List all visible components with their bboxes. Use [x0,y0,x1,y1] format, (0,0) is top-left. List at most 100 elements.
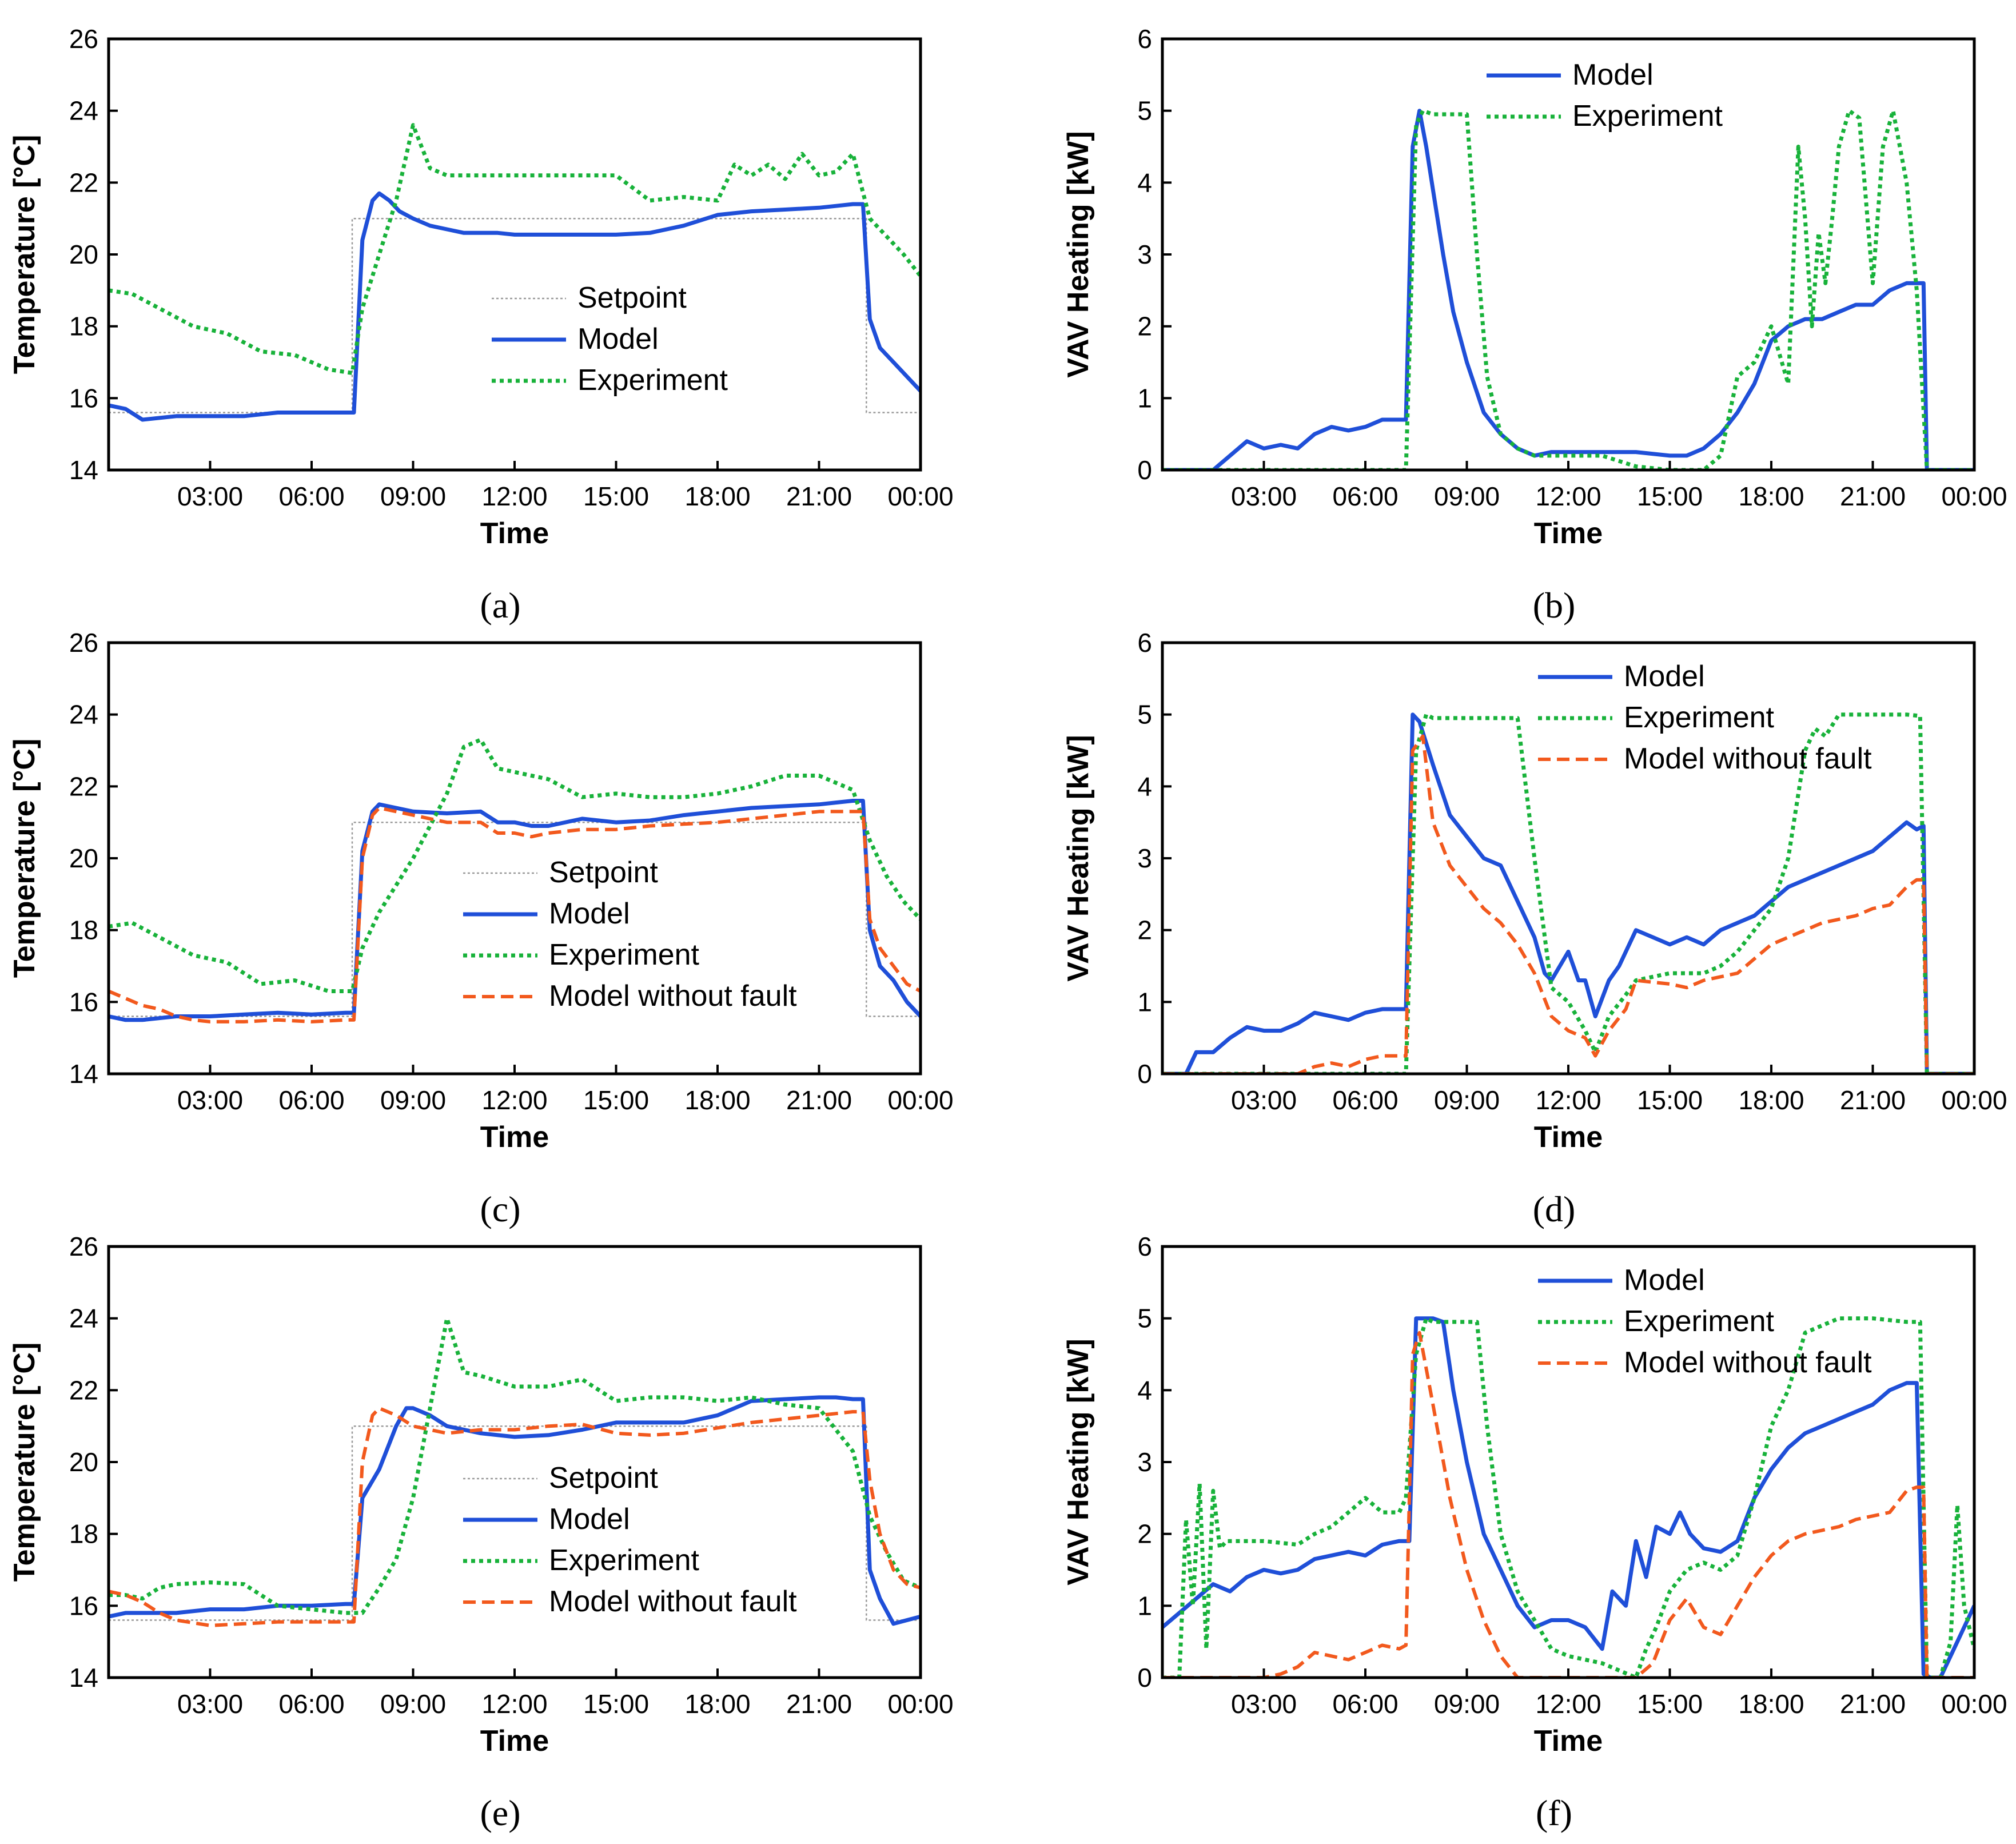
x-tick-label: 06:00 [278,1689,344,1719]
x-tick-label: 00:00 [1941,1085,2007,1115]
series-group [1162,1316,1974,1678]
y-tick-label: 2 [1137,915,1152,945]
series-line-experiment [1162,1316,1974,1678]
y-tick-label: 20 [69,1447,98,1477]
chart-panel-1: 14 16 18 20 22 24 26 03:00 06:00 09:00 12:00 15:00 1… [8,24,954,626]
y-tick-label: 22 [69,168,98,197]
series-line-model [109,191,921,422]
plot-frame [107,641,922,1076]
legend-label-setpoint: Setpoint [577,281,687,314]
y-tick-label: 1 [1137,1591,1152,1620]
x-tick-label: 12:00 [1535,1689,1601,1719]
y-tick-label: 1 [1137,383,1152,413]
legend: Model Experiment [1487,58,1723,133]
y-tick-label: 5 [1137,96,1152,126]
x-tick-label: 00:00 [1941,481,2007,511]
y-tick-label: 0 [1137,455,1152,485]
y-tick-label: 18 [69,915,98,945]
y-tick-label: 14 [69,455,98,485]
y-tick-label: 14 [69,1663,98,1692]
x-tick-label: 18:00 [684,1689,750,1719]
legend-label-experiment: Experiment [549,1544,700,1577]
legend-label-experiment: Experiment [1572,99,1723,133]
x-tick-label: 09:00 [1434,481,1500,511]
legend-label-model-without-fault: Model without fault [549,1585,797,1618]
x-tick-label: 21:00 [1840,1689,1906,1719]
series-group [109,738,921,1023]
y-axis-label: VAV Heating [kW] [1062,131,1095,377]
y-tick-label: 24 [69,700,98,730]
chart-panel-6: 0 1 2 3 4 5 6 03:00 06:00 09:00 12:00 15:00 18:00 21:… [1062,1232,2007,1833]
y-tick-label: 3 [1137,843,1152,873]
chart-panel-5: 14 16 18 20 22 24 26 03:00 06:00 09:00 12:00 15:00 1… [8,1232,954,1833]
x-tick-label: 21:00 [786,481,852,511]
x-tick-label: 18:00 [1738,1085,1804,1115]
series-line-model-without-fault [1162,1331,1974,1678]
x-tick-label: 06:00 [278,481,344,511]
series-line-experiment [109,738,921,993]
series-group [1162,109,1974,470]
x-tick-label: 00:00 [887,1085,953,1115]
x-tick-label: 03:00 [1231,481,1297,511]
y-tick-label: 1 [1137,987,1152,1017]
series-line-model [1162,1316,1974,1678]
x-axis-label: Time [480,1724,549,1758]
x-tick-label: 09:00 [380,481,446,511]
series-line-experiment [1162,109,1974,470]
y-tick-label: 18 [69,312,98,341]
series-line-setpoint [109,1425,921,1621]
y-tick-label: 3 [1137,240,1152,269]
series-group [109,1316,921,1627]
x-tick-label: 06:00 [1332,1689,1398,1719]
plot-frame [107,1245,922,1679]
legend-label-setpoint: Setpoint [549,856,658,889]
x-tick-label: 15:00 [583,481,649,511]
x-tick-label: 03:00 [1231,1689,1297,1719]
panel-caption: (a) [480,585,520,626]
panel-caption: (b) [1533,585,1576,626]
legend-label-model: Model [549,1503,630,1536]
legend-label-experiment: Experiment [1624,1305,1775,1338]
y-axis-label: Temperature [°C] [8,135,41,375]
y-tick-label: 2 [1137,1519,1152,1549]
x-axis-label: Time [1534,1121,1603,1154]
y-tick-label: 3 [1137,1447,1152,1477]
legend: Setpoint Model Experiment [492,281,728,397]
legend-label-model-without-fault: Model without fault [1624,742,1872,775]
series-line-experiment [109,1316,921,1615]
series-line-model-without-fault [1162,734,1974,1074]
panel-caption: (e) [480,1793,520,1833]
x-tick-label: 06:00 [1332,481,1398,511]
plot-frame [1161,1245,1976,1679]
chart-panel-3: 14 16 18 20 22 24 26 03:00 06:00 09:00 12:00 15:00 1… [8,628,954,1229]
y-tick-label: 24 [69,96,98,126]
x-tick-label: 12:00 [481,1085,547,1115]
x-tick-label: 18:00 [1738,1689,1804,1719]
y-tick-label: 16 [69,1591,98,1620]
y-tick-label: 2 [1137,312,1152,341]
x-tick-label: 15:00 [583,1085,649,1115]
x-axis-label: Time [1534,517,1603,550]
x-tick-label: 00:00 [887,481,953,511]
x-tick-label: 21:00 [786,1085,852,1115]
x-tick-label: 15:00 [1637,1085,1703,1115]
y-tick-label: 4 [1137,771,1152,801]
y-tick-label: 22 [69,1375,98,1405]
legend-label-experiment: Experiment [549,938,700,971]
x-tick-label: 06:00 [1332,1085,1398,1115]
y-tick-label: 6 [1137,24,1152,54]
x-tick-label: 09:00 [380,1085,446,1115]
x-tick-label: 18:00 [684,1085,750,1115]
x-tick-label: 18:00 [1738,481,1804,511]
series-line-experiment [109,123,921,375]
y-tick-label: 20 [69,843,98,873]
x-tick-label: 12:00 [1535,1085,1601,1115]
series-line-setpoint [109,217,921,413]
legend-label-model: Model [1572,58,1654,91]
legend-label-experiment: Experiment [577,364,728,397]
x-axis-label: Time [480,517,549,550]
y-tick-label: 5 [1137,1304,1152,1333]
series-line-experiment [1162,712,1974,1074]
y-tick-label: 16 [69,987,98,1017]
